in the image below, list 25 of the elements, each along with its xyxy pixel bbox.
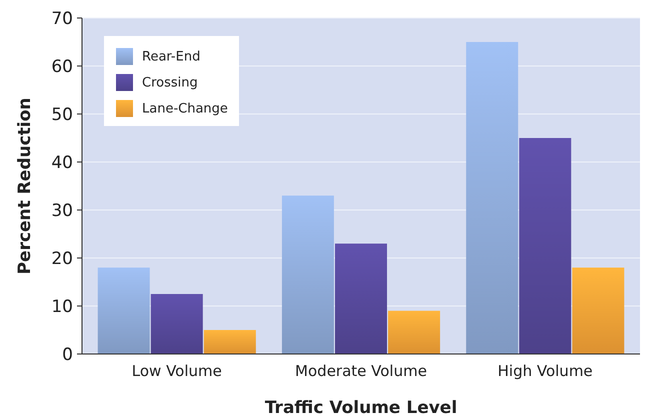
- bar: [519, 138, 572, 354]
- bar: [466, 42, 518, 354]
- bar: [204, 330, 256, 354]
- legend-label: Lane-Change: [142, 102, 228, 117]
- legend-label: Rear-End: [142, 50, 200, 65]
- bar: [282, 196, 334, 354]
- y-tick-label: 10: [51, 296, 73, 317]
- bar: [388, 310, 440, 354]
- legend-label: Crossing: [142, 76, 198, 91]
- y-tick-label: 0: [62, 344, 73, 365]
- y-axis-title: Percent Reduction: [15, 98, 35, 274]
- x-axis-title: Traffic Volume Level: [264, 398, 458, 417]
- y-tick-label: 70: [51, 8, 73, 29]
- y-tick-label: 40: [51, 152, 73, 173]
- bar: [335, 244, 387, 354]
- bar: [150, 294, 203, 354]
- x-tick-label: High Volume: [498, 362, 593, 380]
- bar: [98, 268, 150, 354]
- y-tick-label: 20: [51, 248, 73, 269]
- x-tick-label: Low Volume: [132, 362, 222, 380]
- x-tick-label: Moderate Volume: [295, 362, 427, 380]
- bar: [572, 268, 624, 354]
- y-tick-label: 50: [51, 104, 73, 125]
- y-tick-label: 30: [51, 200, 73, 221]
- y-tick-label: 60: [51, 56, 73, 77]
